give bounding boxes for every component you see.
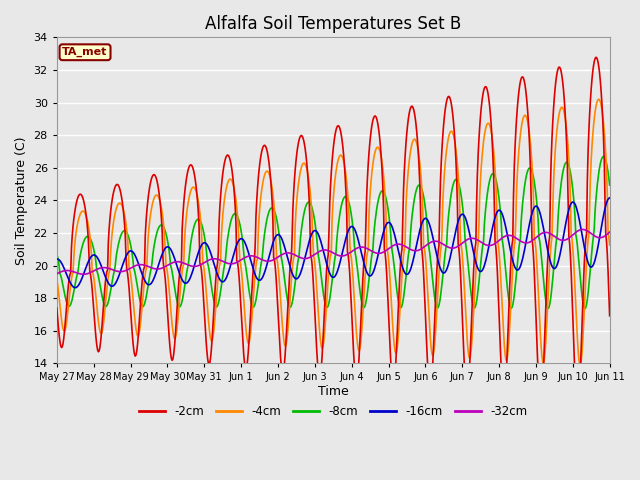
Title: Alfalfa Soil Temperatures Set B: Alfalfa Soil Temperatures Set B xyxy=(205,15,461,33)
Text: TA_met: TA_met xyxy=(62,47,108,58)
Y-axis label: Soil Temperature (C): Soil Temperature (C) xyxy=(15,136,28,264)
Legend: -2cm, -4cm, -8cm, -16cm, -32cm: -2cm, -4cm, -8cm, -16cm, -32cm xyxy=(134,400,532,423)
X-axis label: Time: Time xyxy=(318,385,349,398)
